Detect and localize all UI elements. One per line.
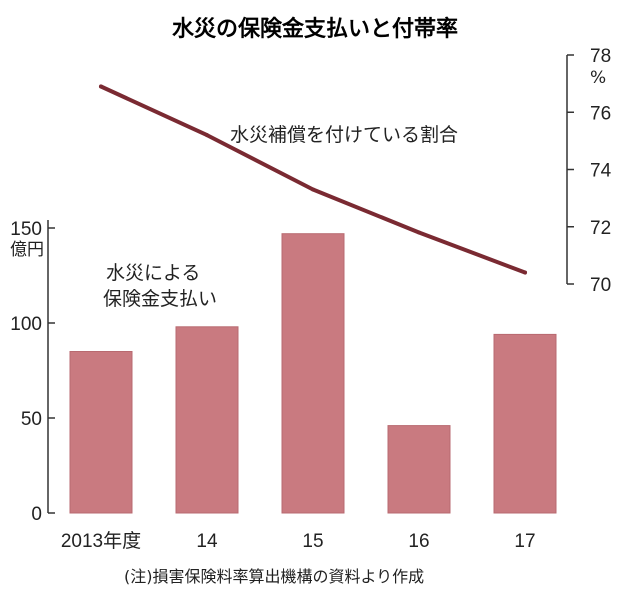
- category-label-4: 17: [514, 531, 535, 552]
- category-label-1: 14: [196, 531, 218, 552]
- bar-annotation-line1: 水災による: [106, 262, 200, 284]
- left-tick-label: 150: [10, 219, 42, 240]
- line-layer: [99, 84, 527, 275]
- chart-title: 水災の保険金支払いと付帯率: [172, 16, 458, 42]
- bar-1: [175, 326, 239, 514]
- category-label-0: 2013年度: [61, 530, 141, 552]
- category-label-3: 16: [408, 531, 429, 552]
- line-point-3: [417, 230, 421, 235]
- line-annotation: 水災補償を付けている割合: [230, 124, 458, 146]
- right-tick-label: 70: [590, 275, 611, 296]
- right-ticks: 70 72 74 76 78: [567, 46, 612, 296]
- right-tick-label: 74: [590, 161, 612, 182]
- bars-layer: [69, 233, 557, 514]
- left-tick-label: 0: [31, 504, 42, 525]
- left-ticks: 0 50 100 150: [10, 219, 55, 525]
- bar-2: [281, 233, 345, 514]
- left-axis-unit: 億円: [10, 240, 44, 260]
- right-tick-label: 72: [590, 218, 611, 239]
- line-point-0: [99, 84, 103, 89]
- right-axis-unit: %: [590, 68, 606, 88]
- category-labels: 2013年度 14 15 16 17: [61, 530, 536, 552]
- category-label-2: 15: [302, 531, 323, 552]
- bar-4: [493, 333, 557, 514]
- right-tick-label: 76: [590, 103, 611, 124]
- bar-3: [387, 425, 451, 514]
- line-point-1: [205, 133, 209, 138]
- line-point-4: [523, 270, 527, 275]
- right-tick-label: 78: [590, 46, 611, 67]
- left-tick-label: 100: [10, 314, 42, 335]
- bar-0: [69, 351, 133, 514]
- line-point-2: [311, 187, 315, 192]
- source-note: (注)損害保険料率算出機構の資料より作成: [124, 567, 424, 586]
- bar-annotation-line2: 保険金支払い: [103, 288, 217, 310]
- left-tick-label: 50: [21, 409, 42, 430]
